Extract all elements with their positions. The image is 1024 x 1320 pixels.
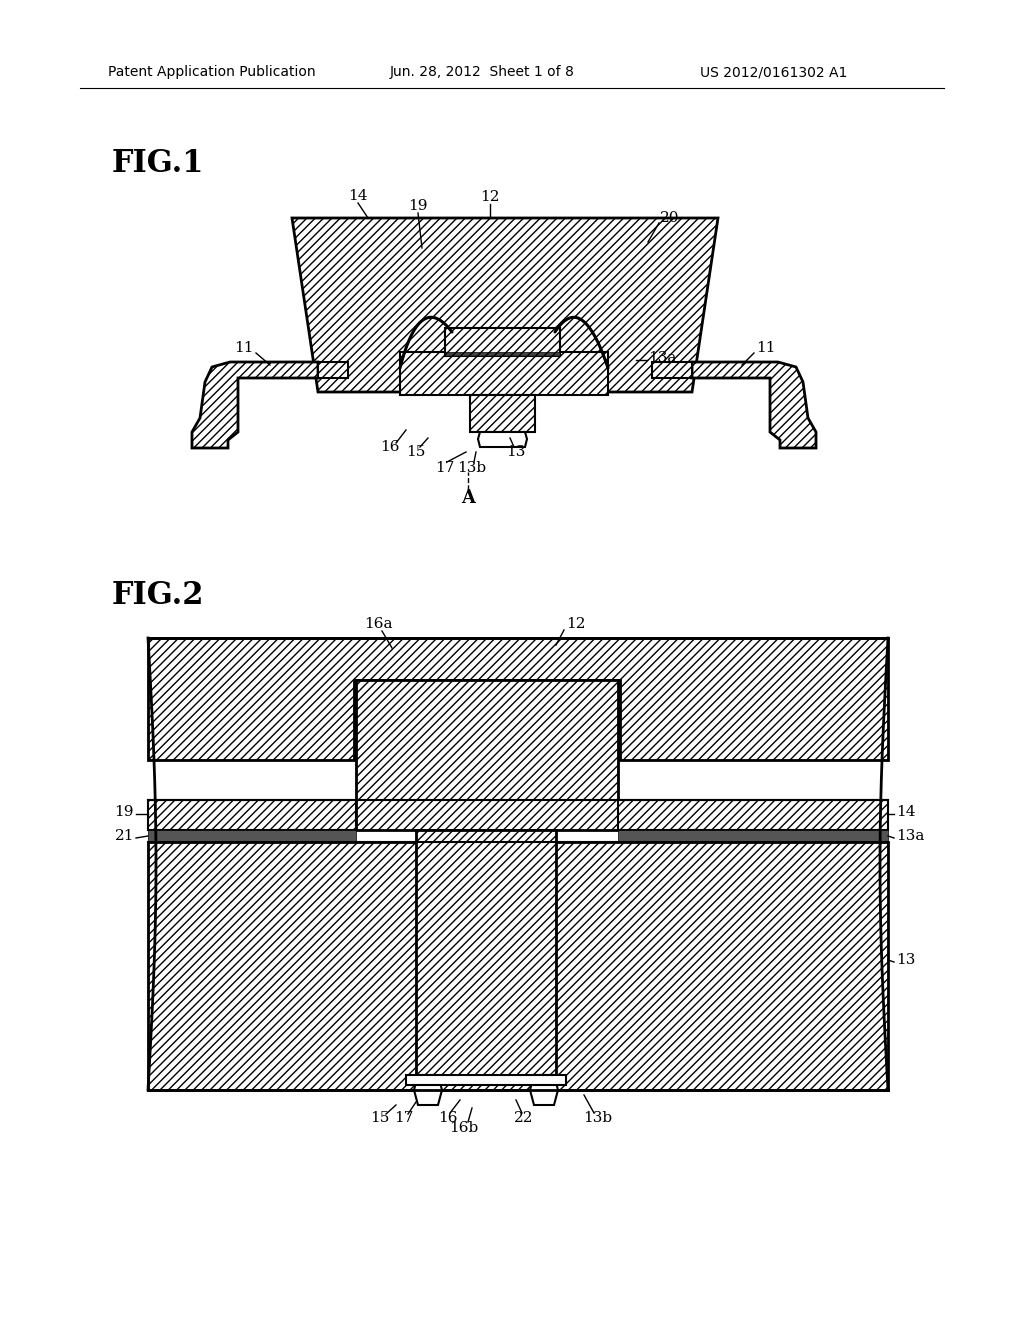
Polygon shape [445, 327, 560, 356]
Text: 13a: 13a [896, 829, 925, 843]
Polygon shape [148, 800, 356, 830]
Text: 13b: 13b [458, 461, 486, 475]
Polygon shape [148, 830, 356, 842]
Text: 15: 15 [371, 1111, 390, 1125]
Text: FIG.1: FIG.1 [112, 148, 205, 180]
Polygon shape [356, 680, 618, 830]
Polygon shape [292, 218, 718, 392]
Text: 13b: 13b [584, 1111, 612, 1125]
Polygon shape [618, 800, 888, 830]
Polygon shape [148, 638, 888, 760]
Polygon shape [148, 842, 888, 1090]
Text: 14: 14 [896, 805, 915, 818]
Polygon shape [406, 1074, 566, 1085]
Text: 16: 16 [438, 1111, 458, 1125]
Polygon shape [193, 362, 318, 447]
Polygon shape [530, 1074, 558, 1105]
Text: 22: 22 [514, 1111, 534, 1125]
Text: Patent Application Publication: Patent Application Publication [108, 65, 315, 79]
Text: 11: 11 [756, 341, 775, 355]
Polygon shape [470, 395, 535, 432]
Text: 11: 11 [234, 341, 254, 355]
Text: US 2012/0161302 A1: US 2012/0161302 A1 [700, 65, 848, 79]
Text: 16b: 16b [450, 1121, 478, 1135]
Polygon shape [318, 362, 348, 378]
Text: 14: 14 [348, 189, 368, 203]
Polygon shape [416, 830, 556, 1074]
Text: 19: 19 [115, 805, 134, 818]
Polygon shape [478, 432, 527, 447]
Text: FIG.2: FIG.2 [112, 579, 205, 611]
Text: 16a: 16a [364, 616, 392, 631]
Text: 12: 12 [480, 190, 500, 205]
Polygon shape [692, 362, 816, 447]
Polygon shape [414, 1074, 442, 1105]
Text: 19: 19 [409, 199, 428, 213]
Text: 13a: 13a [648, 351, 677, 366]
Text: 17: 17 [435, 461, 455, 475]
Polygon shape [445, 352, 560, 356]
Polygon shape [652, 362, 692, 378]
Text: 20: 20 [660, 211, 680, 224]
Text: 12: 12 [566, 616, 586, 631]
Text: A: A [461, 488, 475, 507]
Text: 15: 15 [407, 445, 426, 459]
Text: Jun. 28, 2012  Sheet 1 of 8: Jun. 28, 2012 Sheet 1 of 8 [390, 65, 574, 79]
Polygon shape [416, 830, 556, 1074]
Text: 21: 21 [115, 829, 134, 843]
Text: 16: 16 [380, 440, 399, 454]
Text: 13: 13 [506, 445, 525, 459]
Polygon shape [400, 352, 608, 395]
Polygon shape [618, 830, 888, 842]
Text: 13: 13 [896, 953, 915, 968]
Text: 17: 17 [394, 1111, 414, 1125]
